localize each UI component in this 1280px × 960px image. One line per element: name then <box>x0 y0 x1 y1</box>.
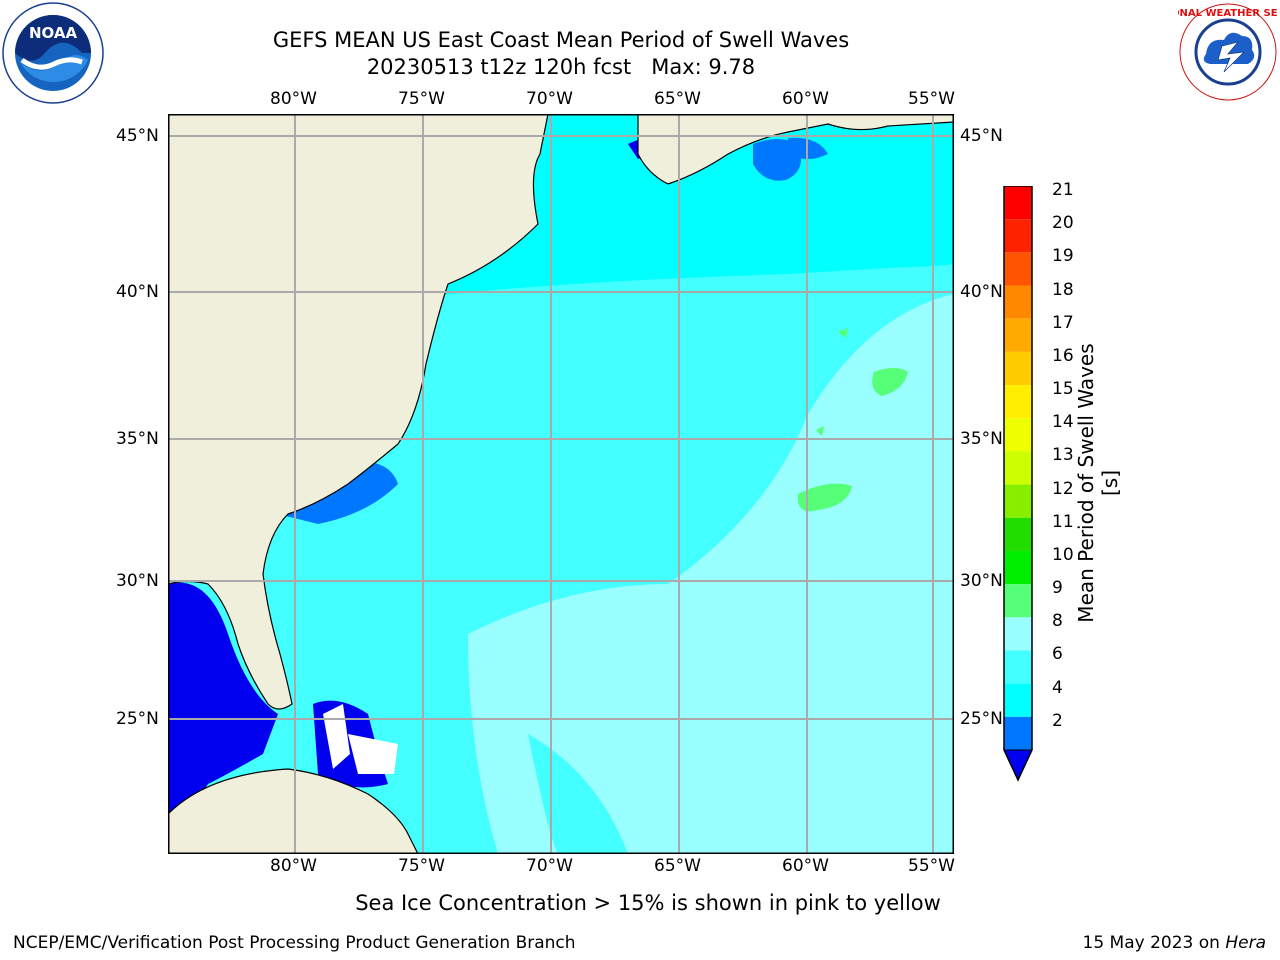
colorbar-tick-label: 12 <box>1052 478 1074 499</box>
colorbar-segment <box>1004 716 1032 750</box>
lon-label-top: 65°W <box>654 89 701 109</box>
colorbar-tick-label: 13 <box>1052 445 1074 466</box>
map-title: GEFS MEAN US East Coast Mean Period of S… <box>272 28 850 52</box>
lat-label-right: 35°N <box>960 429 1003 449</box>
colorbar-tick-label: 8 <box>1052 611 1063 632</box>
colorbar-segment <box>1004 186 1032 220</box>
colorbar-segment <box>1004 683 1032 717</box>
sea-ice-note: Sea Ice Concentration > 15% is shown in … <box>355 891 941 915</box>
lat-label-right: 40°N <box>960 282 1003 302</box>
colorbar-segment <box>1004 584 1032 618</box>
colorbar-label: Mean Period of Swell Waves [s] <box>1074 343 1122 623</box>
colorbar <box>1000 185 1040 786</box>
graticule <box>168 114 954 854</box>
colorbar-segment <box>1004 385 1032 419</box>
colorbar-segment <box>1004 550 1032 585</box>
lon-label-top: 80°W <box>270 89 317 109</box>
nws-logo: NATIONAL WEATHER SERVICE <box>1145 2 1280 102</box>
colorbar-segment <box>1004 617 1032 651</box>
colorbar-segment <box>1004 517 1032 551</box>
colorbar-tick-label: 2 <box>1052 710 1063 731</box>
noaa-logo: NOAA <box>2 2 104 104</box>
colorbar-tick-label: 6 <box>1052 644 1063 665</box>
lat-label-left: 45°N <box>116 126 159 146</box>
colorbar-under-arrow <box>1003 749 1033 782</box>
colorbar-segment <box>1004 650 1032 684</box>
colorbar-tick-label: 16 <box>1052 345 1074 366</box>
footer-org: NCEP/EMC/Verification Post Processing Pr… <box>13 933 576 953</box>
lon-label-bottom: 75°W <box>398 856 445 876</box>
us-east-coast-land <box>167 113 549 710</box>
lon-label-top: 75°W <box>398 89 445 109</box>
canada-land <box>637 113 955 185</box>
lat-label-right: 25°N <box>960 709 1003 729</box>
gulf-under-range <box>168 582 278 834</box>
lon-label-bottom: 55°W <box>908 856 955 876</box>
lat-label-left: 35°N <box>116 429 159 449</box>
lon-label-top: 70°W <box>526 89 573 109</box>
lon-label-bottom: 80°W <box>270 856 317 876</box>
svg-text:NATIONAL WEATHER SERVICE: NATIONAL WEATHER SERVICE <box>1178 8 1278 19</box>
colorbar-segment <box>1004 351 1032 386</box>
lat-label-right: 45°N <box>960 126 1003 146</box>
colorbar-tick-label: 10 <box>1052 544 1074 565</box>
map-panel <box>167 113 955 855</box>
lon-label-bottom: 65°W <box>654 856 701 876</box>
swell-9-10-patch <box>797 483 852 512</box>
colorbar-tick-label: 9 <box>1052 578 1063 599</box>
colorbar-tick-label: 20 <box>1052 213 1074 234</box>
colorbar-tick-label: 19 <box>1052 246 1074 267</box>
colorbar-segment <box>1004 285 1032 319</box>
footer-date-text: 15 May 2023 on <box>1082 933 1226 953</box>
colorbar-segment <box>1004 219 1032 253</box>
lon-label-top: 60°W <box>782 89 829 109</box>
lon-label-top: 55°W <box>908 89 955 109</box>
noaa-logo-text: NOAA <box>29 24 78 42</box>
lat-label-right: 30°N <box>960 571 1003 591</box>
cuba-land <box>167 768 419 855</box>
colorbar-tick-label: 15 <box>1052 379 1074 400</box>
colorbar-segment <box>1004 451 1032 485</box>
footer-machine: Hera <box>1225 933 1266 953</box>
lon-label-bottom: 60°W <box>782 856 829 876</box>
footer-date: 15 May 2023 on Hera <box>1083 933 1267 953</box>
colorbar-tick-label: 21 <box>1052 180 1074 200</box>
lon-label-bottom: 70°W <box>526 856 573 876</box>
swell-8-9-region <box>468 294 954 854</box>
map-canvas <box>167 113 955 855</box>
lat-label-left: 25°N <box>116 709 159 729</box>
colorbar-svg <box>1003 185 1033 782</box>
colorbar-tick-label: 14 <box>1052 412 1074 433</box>
map-subtitle-run: 20230513 t12z 120h fcst Max: 9.78 <box>366 55 756 79</box>
lat-label-left: 40°N <box>116 282 159 302</box>
colorbar-segment <box>1004 318 1032 352</box>
colorbar-tick-label: 18 <box>1052 279 1074 300</box>
colorbar-ticks: 21 20 19 18 17 16 15 14 13 12 11 10 9 8 6 4 2 <box>1052 180 1092 780</box>
colorbar-tick-label: 11 <box>1052 511 1074 532</box>
colorbar-segment <box>1004 484 1032 518</box>
colorbar-segment <box>1004 418 1032 452</box>
colorbar-segment <box>1004 252 1032 286</box>
colorbar-tick-label: 17 <box>1052 312 1074 333</box>
lat-label-left: 30°N <box>116 571 159 591</box>
colorbar-tick-label: 4 <box>1052 677 1063 698</box>
